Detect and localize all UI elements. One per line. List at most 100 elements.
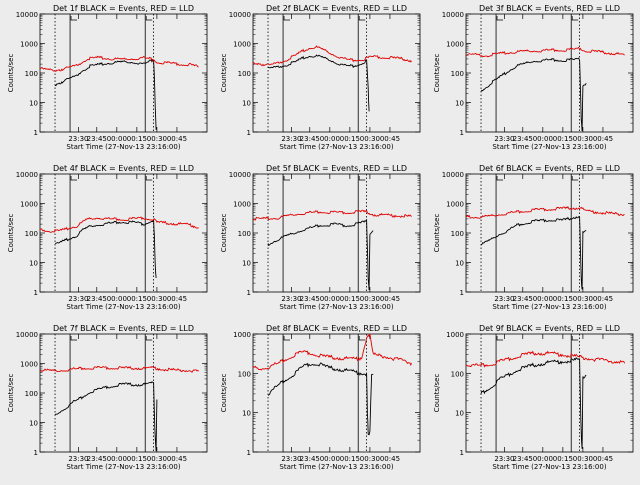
y-tick-label: 10000 <box>229 11 251 19</box>
x-axis-label: Start Time (27-Nov-13 23:16:00) <box>492 143 606 151</box>
segment-bracket-mark <box>571 336 579 341</box>
x-tick-label: 00:15 <box>553 295 573 303</box>
x-tick-label: 00:15 <box>340 455 360 463</box>
lld-series-line <box>252 333 413 371</box>
x-tick-label: 00:45 <box>380 135 400 143</box>
x-tick-label: 23:30 <box>494 135 514 143</box>
chart-title: Det 6f BLACK = Events, RED = LLD <box>479 164 620 173</box>
segment-bracket-mark <box>283 336 291 341</box>
segment-bracket-mark <box>145 16 153 21</box>
plot-frame <box>465 173 634 293</box>
chart-title: Det 2f BLACK = Events, RED = LLD <box>266 4 407 13</box>
x-tick-label: 23:30 <box>494 455 514 463</box>
x-tick-label: 00:15 <box>553 455 573 463</box>
y-tick-label: 1 <box>247 289 251 297</box>
x-tick-label: 00:15 <box>127 455 147 463</box>
y-tick-label: 100 <box>25 70 38 78</box>
segment-bracket-mark <box>496 176 504 181</box>
x-axis-label: Start Time (27-Nov-13 23:16:00) <box>279 303 393 311</box>
x-tick-label: 00:15 <box>127 135 147 143</box>
chart-title: Det 7f BLACK = Events, RED = LLD <box>53 324 194 333</box>
y-tick-label: 1000 <box>446 201 464 209</box>
x-tick-label: 00:00 <box>533 135 553 143</box>
lld-series-line <box>465 205 625 219</box>
x-axis-label: Start Time (27-Nov-13 23:16:00) <box>492 303 606 311</box>
y-tick-label: 10000 <box>229 171 251 179</box>
x-tick-label: 23:45 <box>300 135 320 143</box>
segment-bracket-mark <box>70 176 78 181</box>
y-tick-label: 100 <box>25 390 38 398</box>
y-axis-label: Counts/sec <box>7 54 15 93</box>
x-tick-label: 23:45 <box>87 295 107 303</box>
plot-frame <box>39 173 208 293</box>
events-series-line <box>480 216 587 290</box>
y-tick-label: 1000 <box>233 41 251 49</box>
segment-bracket-mark <box>283 16 291 21</box>
events-series-line <box>267 54 370 112</box>
events-series-line <box>54 59 157 130</box>
y-tick-label: 1 <box>34 449 38 457</box>
segment-bracket-mark <box>70 16 78 21</box>
y-tick-label: 10 <box>455 410 464 418</box>
x-axis-label: Start Time (27-Nov-13 23:16:00) <box>66 303 180 311</box>
x-tick-label: 00:00 <box>320 135 340 143</box>
chart-panel-6: Det 6f BLACK = Events, RED = LLD 1 10 100 10… <box>433 164 634 311</box>
y-tick-label: 1000 <box>233 331 251 339</box>
segment-bracket-mark <box>145 336 153 341</box>
chart-panel-4: Det 4f BLACK = Events, RED = LLD 1 10 100 10… <box>7 164 208 311</box>
y-axis-label: Counts/sec <box>433 214 441 253</box>
x-axis-label: Start Time (27-Nov-13 23:16:00) <box>279 463 393 471</box>
y-axis-label: Counts/sec <box>220 54 228 93</box>
chart-panel-2: Det 2f BLACK = Events, RED = LLD 1 10 100 10… <box>220 4 421 151</box>
x-tick-label: 00:30 <box>147 135 167 143</box>
y-axis-label: Counts/sec <box>433 374 441 413</box>
lld-series-line <box>465 46 625 58</box>
y-tick-label: 1000 <box>20 41 38 49</box>
plot-frame <box>39 13 208 133</box>
x-tick-label: 00:00 <box>320 455 340 463</box>
y-tick-label: 1 <box>34 129 38 137</box>
lld-series-line <box>39 55 199 73</box>
segment-bracket-mark <box>70 336 78 341</box>
y-tick-label: 1 <box>34 289 38 297</box>
chart-panel-3: Det 3f BLACK = Events, RED = LLD 1 10 100 10… <box>433 4 634 151</box>
chart-panel-5: Det 5f BLACK = Events, RED = LLD 1 10 100 10… <box>220 164 421 311</box>
y-tick-label: 100 <box>451 370 464 378</box>
chart-panel-7: Det 7f BLACK = Events, RED = LLD 1 10 100 10… <box>7 324 208 471</box>
y-tick-label: 1 <box>460 129 464 137</box>
x-tick-label: 00:00 <box>320 295 340 303</box>
x-tick-label: 00:45 <box>593 135 613 143</box>
y-tick-label: 100 <box>238 370 251 378</box>
x-tick-label: 23:45 <box>513 135 533 143</box>
x-tick-label: 23:45 <box>300 455 320 463</box>
x-axis-label: Start Time (27-Nov-13 23:16:00) <box>66 463 180 471</box>
chart-title: Det 1f BLACK = Events, RED = LLD <box>53 4 194 13</box>
x-tick-label: 00:45 <box>380 455 400 463</box>
x-tick-label: 00:15 <box>127 295 147 303</box>
x-tick-label: 00:30 <box>360 455 380 463</box>
y-tick-label: 10000 <box>16 11 38 19</box>
y-tick-label: 10000 <box>16 171 38 179</box>
x-tick-label: 00:30 <box>573 295 593 303</box>
y-tick-label: 1 <box>247 129 251 137</box>
plot-frame <box>252 173 421 293</box>
y-tick-label: 1 <box>460 449 464 457</box>
chart-title: Det 9f BLACK = Events, RED = LLD <box>479 324 620 333</box>
y-tick-label: 1000 <box>20 201 38 209</box>
x-axis-label: Start Time (27-Nov-13 23:16:00) <box>492 463 606 471</box>
x-tick-label: 00:15 <box>553 135 573 143</box>
y-tick-label: 1000 <box>233 201 251 209</box>
x-tick-label: 00:45 <box>167 295 187 303</box>
chart-panel-8: Det 8f BLACK = Events, RED = LLD 1 10 100 10… <box>220 324 421 471</box>
y-tick-label: 1 <box>247 449 251 457</box>
x-tick-label: 00:30 <box>573 455 593 463</box>
y-tick-label: 100 <box>451 230 464 238</box>
x-tick-label: 23:30 <box>68 455 88 463</box>
y-axis-label: Counts/sec <box>7 214 15 253</box>
y-tick-label: 1000 <box>446 41 464 49</box>
y-tick-label: 1 <box>460 289 464 297</box>
y-tick-label: 100 <box>238 230 251 238</box>
y-axis-label: Counts/sec <box>220 374 228 413</box>
plot-frame <box>465 333 634 453</box>
chart-title: Det 3f BLACK = Events, RED = LLD <box>479 4 620 13</box>
